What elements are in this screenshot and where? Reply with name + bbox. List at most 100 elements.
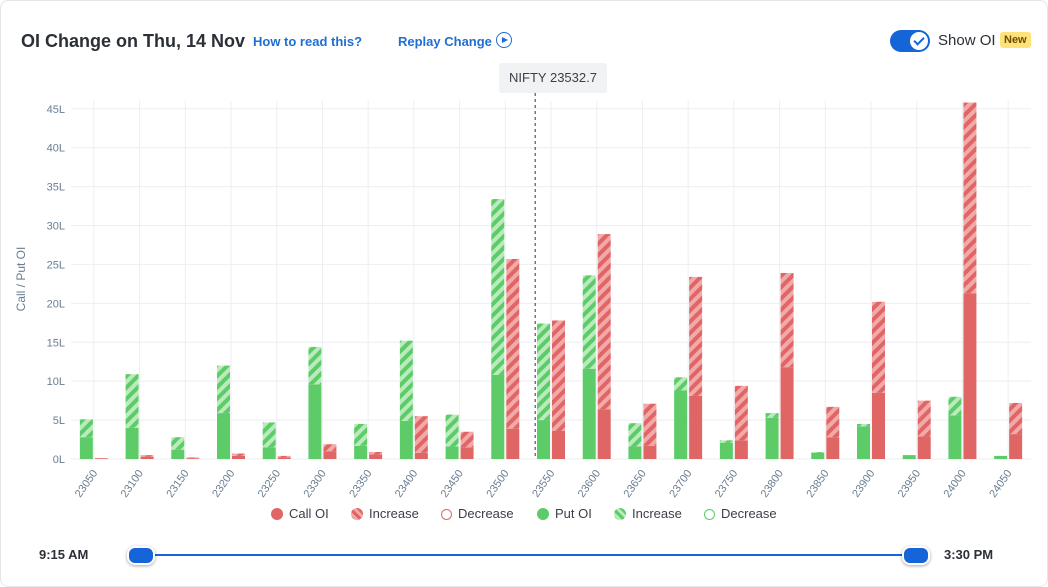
legend-put-decrease[interactable]: Decrease [704, 506, 777, 521]
oi-bar-chart: 0L 5L 10L 15L 20L 25L 30L 35L 40L 45L 23050 23100 23… [14, 93, 1031, 500]
call-oi-bar [460, 447, 474, 459]
x-tick-label: 23150 [164, 468, 191, 500]
chart-title: OI Change on Thu, 14 Nov [21, 31, 246, 51]
x-tick-label: 23250 [256, 468, 283, 500]
put-increase-bar [491, 199, 505, 375]
replay-change-link[interactable]: Replay Change [398, 34, 492, 49]
put-oi-bar [994, 455, 1008, 459]
put-increase-bar [125, 374, 139, 428]
x-tick-label: 23550 [530, 468, 557, 500]
put-increase-bar [765, 413, 779, 418]
put-oi-bar [582, 368, 596, 459]
show-oi-toggle[interactable] [890, 30, 930, 52]
call-increase-bar [277, 455, 291, 458]
put-oi-bar [79, 437, 93, 459]
y-tick-label: 15L [47, 337, 65, 349]
put-oi-bar [537, 420, 550, 459]
put-oi-bar [948, 415, 962, 459]
put-oi-bar [262, 447, 276, 459]
x-tick-label: 23450 [439, 468, 466, 500]
put-oi-bar [719, 442, 733, 459]
legend-put-increase-label: Increase [632, 506, 682, 521]
call-oi-bar [369, 454, 383, 459]
call-oi-bar [186, 458, 200, 459]
put-oi-bar [171, 449, 185, 459]
call-increase-bar [369, 451, 383, 455]
legend-call-decrease[interactable]: Decrease [441, 506, 514, 521]
put-increase-swatch [614, 508, 626, 520]
put-increase-bar [628, 423, 642, 447]
call-increase-bar [323, 444, 337, 452]
legend-call-increase[interactable]: Increase [351, 506, 419, 521]
call-increase-bar [734, 385, 748, 441]
call-oi-bar [94, 458, 108, 459]
y-tick-label: 25L [47, 259, 65, 271]
call-oi-bar [917, 436, 931, 459]
x-tick-label: 23750 [713, 468, 740, 500]
call-oi-bar [232, 455, 245, 459]
put-increase-bar [262, 422, 276, 448]
put-oi-bar [765, 417, 779, 459]
legend-put-oi[interactable]: Put OI [537, 506, 592, 521]
call-increase-bar [414, 416, 428, 453]
time-slider-track[interactable] [139, 554, 915, 556]
y-tick-label: 5L [53, 415, 65, 427]
y-tick-label: 45L [47, 104, 65, 116]
put-decrease-swatch [704, 509, 715, 520]
call-oi-bar [826, 437, 840, 459]
time-slider-start-handle[interactable] [127, 546, 155, 565]
put-increase-bar [354, 423, 368, 446]
call-oi-bar [872, 392, 885, 459]
play-circle-icon[interactable] [496, 32, 512, 48]
put-oi-swatch [537, 508, 549, 520]
legend-put-oi-label: Put OI [555, 506, 592, 521]
y-tick-label: 10L [47, 376, 65, 388]
call-oi-bar [323, 451, 337, 459]
call-increase-bar [1009, 402, 1023, 435]
call-increase-bar [232, 453, 245, 456]
legend-put-increase[interactable]: Increase [614, 506, 682, 521]
put-increase-bar [811, 451, 825, 453]
x-tick-label: 23800 [759, 468, 786, 500]
call-increase-bar [186, 457, 200, 459]
x-tick-label: 23650 [622, 468, 649, 500]
how-to-read-link[interactable]: How to read this? [253, 34, 363, 49]
time-start-label: 9:15 AM [39, 547, 89, 562]
call-oi-swatch [271, 508, 283, 520]
call-increase-bar [689, 276, 703, 396]
call-increase-bar [643, 403, 657, 446]
call-oi-bar [552, 430, 565, 459]
call-oi-bar [963, 293, 977, 459]
x-tick-label: 24050 [987, 468, 1014, 500]
call-increase-bar [597, 234, 611, 410]
call-increase-swatch [351, 508, 363, 520]
call-increase-bar [917, 400, 931, 437]
x-tick-label: 23500 [484, 468, 511, 500]
call-oi-bar [140, 456, 154, 459]
call-oi-bar [277, 457, 291, 459]
x-tick-label: 23950 [896, 468, 923, 500]
put-increase-bar [537, 323, 550, 421]
put-oi-bar [491, 374, 505, 459]
call-increase-bar [506, 258, 520, 429]
call-oi-bar [734, 440, 748, 459]
x-tick-label: 23050 [73, 468, 100, 500]
legend-call-decrease-label: Decrease [458, 506, 514, 521]
put-increase-bar [79, 419, 93, 438]
put-increase-bar [857, 423, 870, 427]
put-oi-bar [445, 446, 459, 459]
legend-call-increase-label: Increase [369, 506, 419, 521]
check-icon [910, 32, 928, 50]
call-oi-bar [780, 367, 794, 459]
put-increase-bar [674, 377, 688, 391]
put-oi-bar [354, 445, 368, 459]
legend-put-decrease-label: Decrease [721, 506, 777, 521]
spot-price-label: NIFTY 23532.7 [499, 63, 607, 93]
time-slider-end-handle[interactable] [902, 546, 930, 565]
call-increase-bar [826, 406, 840, 438]
put-oi-bar [399, 420, 413, 459]
x-tick-label: 23100 [119, 468, 146, 500]
put-oi-bar [308, 384, 322, 459]
legend-call-oi[interactable]: Call OI [271, 506, 329, 521]
